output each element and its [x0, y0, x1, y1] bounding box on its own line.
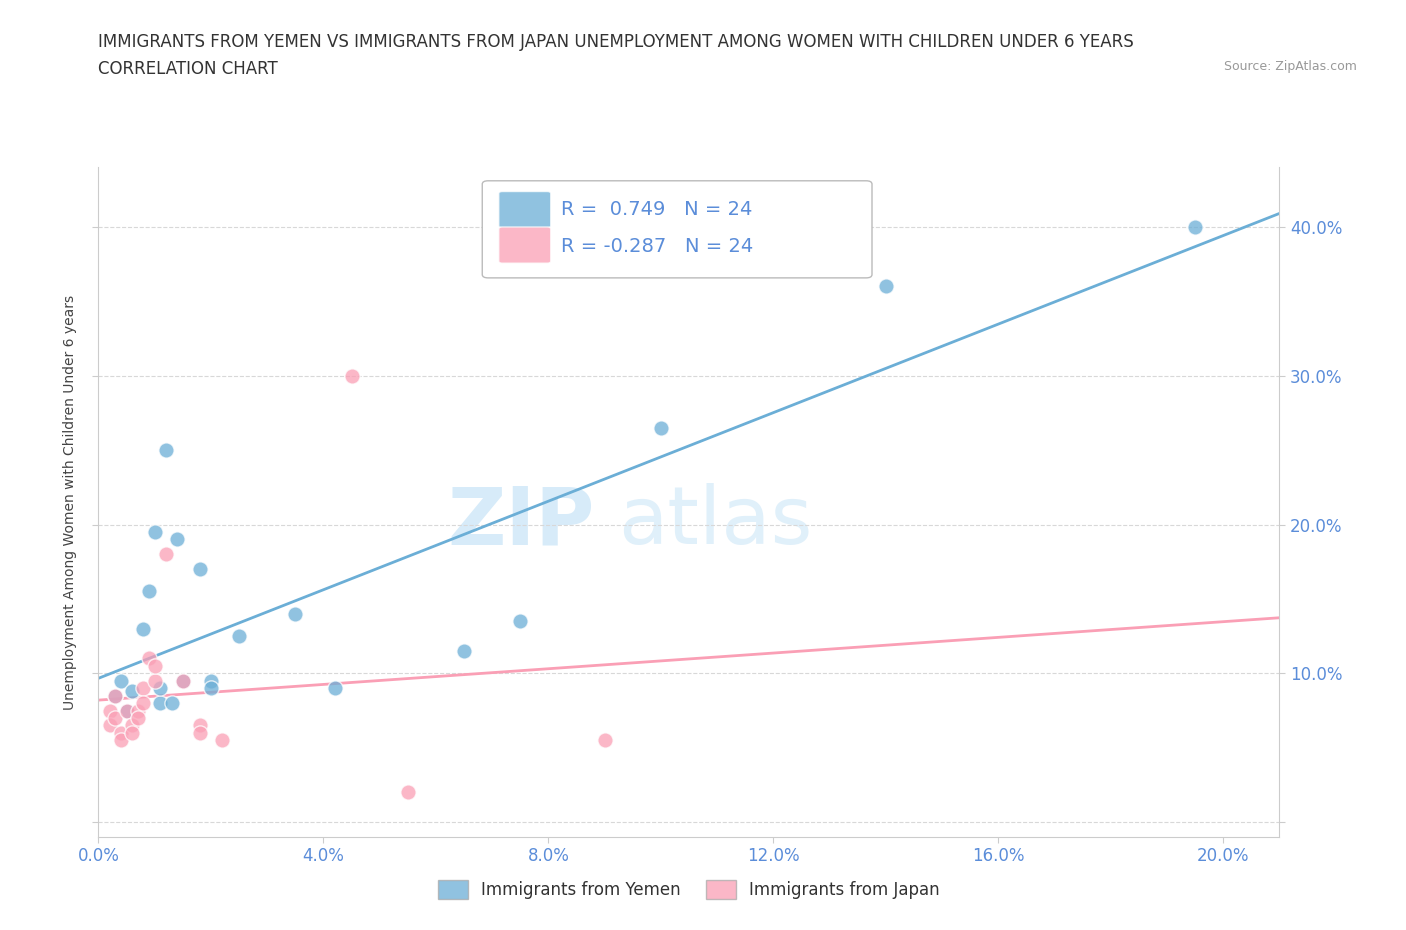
FancyBboxPatch shape: [499, 227, 551, 263]
Point: [228, 629, 250, 644]
Point: [149, 696, 172, 711]
Point: [155, 443, 177, 458]
Point: [132, 696, 155, 711]
Point: [172, 673, 194, 688]
Point: [121, 684, 143, 698]
Point: [98, 703, 121, 718]
Point: [509, 614, 531, 629]
Point: [127, 711, 149, 725]
Point: [132, 681, 155, 696]
Point: [155, 547, 177, 562]
Point: [396, 785, 419, 800]
Point: [110, 725, 132, 740]
Text: atlas: atlas: [619, 484, 813, 562]
Text: IMMIGRANTS FROM YEMEN VS IMMIGRANTS FROM JAPAN UNEMPLOYMENT AMONG WOMEN WITH CHI: IMMIGRANTS FROM YEMEN VS IMMIGRANTS FROM…: [98, 33, 1135, 50]
Point: [104, 711, 127, 725]
Point: [143, 658, 166, 673]
Point: [121, 718, 143, 733]
Point: [138, 651, 160, 666]
Point: [340, 368, 363, 383]
Point: [172, 673, 194, 688]
Point: [284, 606, 307, 621]
Point: [1184, 219, 1206, 234]
Point: [121, 725, 143, 740]
Point: [650, 420, 672, 435]
Point: [127, 703, 149, 718]
Text: R = -0.287   N = 24: R = -0.287 N = 24: [561, 237, 754, 256]
Text: R =  0.749   N = 24: R = 0.749 N = 24: [561, 200, 752, 219]
Point: [323, 681, 346, 696]
Text: CORRELATION CHART: CORRELATION CHART: [98, 60, 278, 78]
Point: [104, 688, 127, 703]
Point: [211, 733, 233, 748]
Point: [138, 584, 160, 599]
Y-axis label: Unemployment Among Women with Children Under 6 years: Unemployment Among Women with Children U…: [63, 295, 77, 710]
Point: [593, 733, 616, 748]
Point: [115, 703, 138, 718]
Point: [188, 725, 211, 740]
Point: [132, 621, 155, 636]
Text: ZIP: ZIP: [447, 484, 595, 562]
Point: [166, 532, 188, 547]
FancyBboxPatch shape: [499, 192, 551, 228]
Point: [188, 718, 211, 733]
Point: [143, 525, 166, 539]
Point: [110, 733, 132, 748]
Point: [143, 673, 166, 688]
Point: [110, 673, 132, 688]
Point: [98, 718, 121, 733]
Point: [200, 681, 222, 696]
Point: [115, 703, 138, 718]
Point: [188, 562, 211, 577]
Point: [200, 673, 222, 688]
Legend: Immigrants from Yemen, Immigrants from Japan: Immigrants from Yemen, Immigrants from J…: [432, 873, 946, 906]
Point: [875, 279, 897, 294]
Point: [453, 644, 475, 658]
Text: Source: ZipAtlas.com: Source: ZipAtlas.com: [1223, 60, 1357, 73]
Point: [160, 696, 183, 711]
Point: [104, 688, 127, 703]
Point: [149, 681, 172, 696]
FancyBboxPatch shape: [482, 180, 872, 278]
